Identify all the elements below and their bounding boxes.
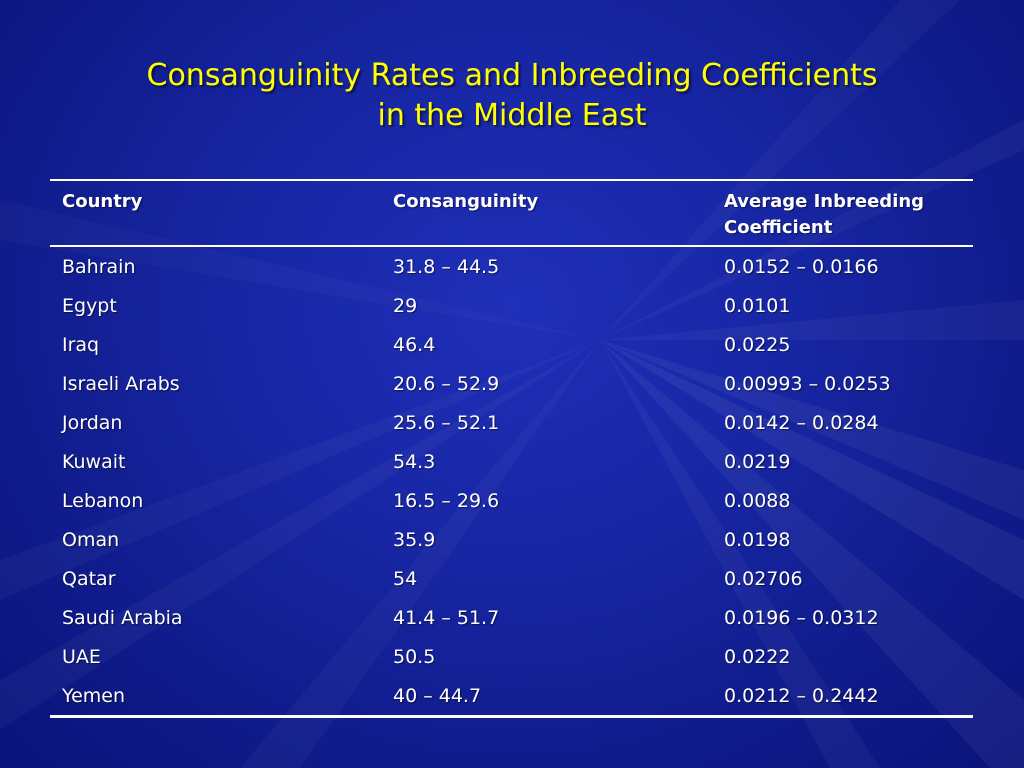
cell-coefficient: 0.0219 [724,450,791,473]
header-consanguinity: Consanguinity [393,191,539,212]
cell-country: Oman [62,528,120,551]
cell-coefficient: 0.0212 – 0.2442 [724,684,879,707]
cell-coefficient: 0.0101 [724,294,791,317]
cell-coefficient: 0.0088 [724,489,791,512]
cell-country: Saudi Arabia [62,606,183,629]
cell-coefficient: 0.0196 – 0.0312 [724,606,879,629]
cell-consanguinity: 41.4 – 51.7 [393,606,500,629]
slide-title-line-1: Consanguinity Rates and Inbreeding Coeff… [146,58,878,93]
table-row: Jordan 25.6 – 52.1 0.0142 – 0.0284 [50,403,973,442]
table-row: Kuwait 54.3 0.0219 [50,442,973,481]
cell-coefficient: 0.0222 [724,645,791,668]
cell-consanguinity: 54 [393,567,418,590]
cell-consanguinity: 40 – 44.7 [393,684,482,707]
cell-country: Israeli Arabs [62,372,180,395]
table-row: Yemen 40 – 44.7 0.0212 – 0.2442 [50,676,973,717]
cell-consanguinity: 50.5 [393,645,436,668]
header-country: Country [62,191,143,212]
slide-title-line-2: in the Middle East [377,98,647,133]
table-row: Israeli Arabs 20.6 – 52.9 0.00993 – 0.0253 [50,364,973,403]
cell-country: Jordan [62,411,123,434]
table-row: Qatar 54 0.02706 [50,559,973,598]
cell-country: Iraq [62,333,100,356]
cell-coefficient: 0.0225 [724,333,791,356]
table-body: Bahrain 31.8 – 44.5 0.0152 – 0.0166 Egypt 29… [50,246,973,717]
cell-consanguinity: 16.5 – 29.6 [393,489,500,512]
cell-country: Bahrain [62,255,136,278]
cell-consanguinity: 54.3 [393,450,436,473]
slide-title: Consanguinity Rates and Inbreeding Coeff… [0,56,1024,136]
table-row: Saudi Arabia 41.4 – 51.7 0.0196 – 0.0312 [50,598,973,637]
table-row: Iraq 46.4 0.0225 [50,325,973,364]
table-header: Country Consanguinity Average Inbreeding… [50,180,973,246]
table-row: Lebanon 16.5 – 29.6 0.0088 [50,481,973,520]
cell-consanguinity: 25.6 – 52.1 [393,411,500,434]
data-table: Country Consanguinity Average Inbreeding… [50,179,973,718]
table-row: Egypt 29 0.0101 [50,286,973,325]
cell-country: Qatar [62,567,116,590]
cell-consanguinity: 29 [393,294,418,317]
cell-consanguinity: 31.8 – 44.5 [393,255,500,278]
table-header-row: Country Consanguinity Average Inbreeding… [50,180,973,246]
header-coefficient-line-2: Coefficient [724,217,833,238]
table-row: UAE 50.5 0.0222 [50,637,973,676]
cell-consanguinity: 46.4 [393,333,436,356]
cell-country: Kuwait [62,450,126,473]
cell-consanguinity: 20.6 – 52.9 [393,372,500,395]
cell-coefficient: 0.0152 – 0.0166 [724,255,879,278]
cell-coefficient: 0.0198 [724,528,791,551]
header-average-inbreeding-coefficient: Average Inbreeding Coefficient [712,180,973,246]
cell-country: Yemen [62,684,126,707]
header-coefficient-line-1: Average Inbreeding [724,191,925,212]
cell-coefficient: 0.00993 – 0.0253 [724,372,891,395]
table-row: Bahrain 31.8 – 44.5 0.0152 – 0.0166 [50,246,973,286]
table-row: Oman 35.9 0.0198 [50,520,973,559]
cell-coefficient: 0.0142 – 0.0284 [724,411,879,434]
cell-consanguinity: 35.9 [393,528,436,551]
cell-coefficient: 0.02706 [724,567,803,590]
cell-country: UAE [62,645,101,668]
cell-country: Egypt [62,294,117,317]
cell-country: Lebanon [62,489,144,512]
